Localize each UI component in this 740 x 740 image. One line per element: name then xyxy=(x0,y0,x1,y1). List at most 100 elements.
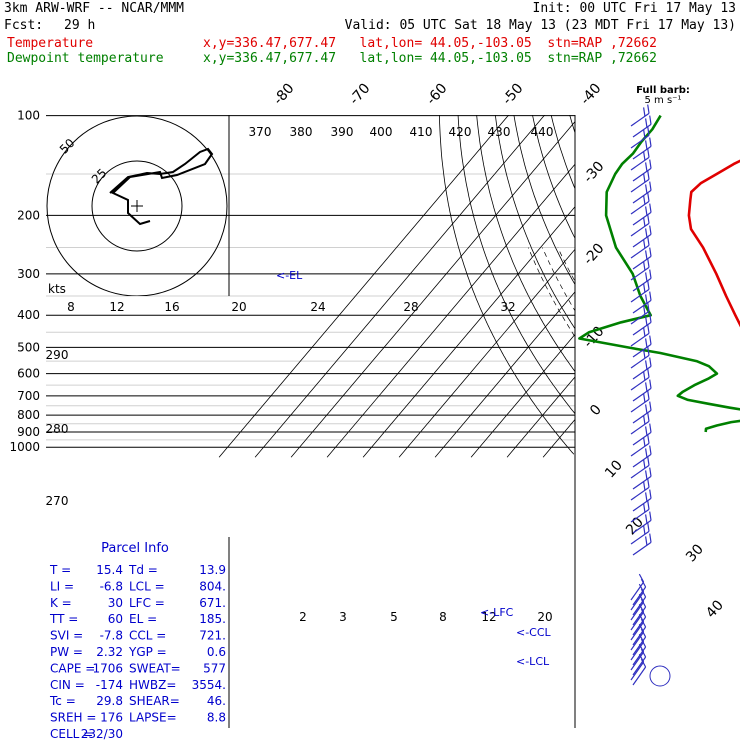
parcel-field-value: 46. xyxy=(207,694,226,708)
wind-barb xyxy=(632,423,652,446)
wind-barb xyxy=(632,137,652,160)
parcel-field-value: 804. xyxy=(199,579,226,593)
theta-label: 270 xyxy=(46,494,69,508)
theta-label: 430 xyxy=(488,125,511,139)
dry-adiabat xyxy=(623,108,740,454)
isotherm-line xyxy=(651,106,740,458)
isotherm-label: 30 xyxy=(683,541,707,565)
parcel-field-value: 721. xyxy=(199,629,226,643)
parcel-field-label: EL = xyxy=(129,612,157,626)
temperature-legend-label: Temperature xyxy=(7,36,94,51)
hodograph-ring-label: 25 xyxy=(89,166,110,187)
parcel-field-label: LAPSE= xyxy=(129,711,177,725)
plot-area xyxy=(46,106,740,458)
moist-adiabat xyxy=(644,248,737,448)
forecast-hour-value: 29 h xyxy=(64,18,96,33)
dry-adiabat xyxy=(586,108,740,454)
wind-barb xyxy=(632,181,652,204)
parcel-field-label: CELL = xyxy=(50,727,93,740)
theta-label: 420 xyxy=(449,125,472,139)
parcel-field-label: LFC = xyxy=(129,596,165,610)
parcel-field-label: SHEAR= xyxy=(129,694,180,708)
wind-barb xyxy=(632,511,652,534)
isotherm-line xyxy=(723,106,740,458)
wind-barb xyxy=(632,269,652,292)
barb-scale-label: Full barb: xyxy=(636,85,690,96)
isotherm-label: 10 xyxy=(602,457,626,481)
wind-barb xyxy=(630,192,650,215)
isotherm-line xyxy=(218,115,510,458)
wind-barb xyxy=(630,653,645,681)
wind-barb xyxy=(632,578,647,606)
wind-barb xyxy=(632,357,652,380)
wind-barb xyxy=(632,225,652,248)
parcel-field-value: -174 xyxy=(96,678,123,692)
sounding-traces: <-EL <-LFC<-CCL <-LCL xyxy=(276,114,740,668)
hodograph-speed-unit: kts xyxy=(48,282,66,296)
isotherm-label: -30 xyxy=(580,158,607,186)
parcel-field-value: 13.9 xyxy=(199,563,226,577)
wind-barb xyxy=(632,291,652,314)
moist-adiabat xyxy=(712,248,740,448)
wind-barbs: Full barb:5 m s⁻¹ xyxy=(630,85,690,687)
pressure-tick-label: 200 xyxy=(17,208,40,222)
theta-label: 370 xyxy=(249,125,272,139)
wind-barb xyxy=(630,390,650,413)
wind-barb xyxy=(630,280,650,303)
dewpoint-location: x,y=336.47,677.47 lat,lon= 44.05,-103.05… xyxy=(203,51,657,66)
parcel-field-value: 577 xyxy=(203,661,226,675)
pressure-tick-label: 1000 xyxy=(9,440,40,454)
wind-barb xyxy=(632,335,652,358)
wind-barb xyxy=(632,658,647,686)
barb-scale-sublabel: 5 m s⁻¹ xyxy=(645,95,682,106)
init-time: Init: 00 UTC Fri 17 May 13 xyxy=(532,1,737,16)
isotherm-label: -20 xyxy=(580,240,607,268)
mixing-ratio-label: 8 xyxy=(439,610,447,624)
parcel-field-value: 30 xyxy=(108,596,123,610)
wind-barb xyxy=(630,603,645,631)
wind-barb xyxy=(632,533,652,556)
parcel-panel-bg xyxy=(46,537,229,728)
wind-barb xyxy=(630,236,650,259)
pressure-tick-label: 900 xyxy=(17,425,40,439)
wind-barb xyxy=(630,126,650,149)
wind-barb xyxy=(630,593,645,621)
hodograph-ring-label: 50 xyxy=(57,136,78,157)
wind-barb xyxy=(630,104,650,127)
parcel-info-title: Parcel Info xyxy=(101,541,169,556)
wind-barb xyxy=(632,203,652,226)
hodograph-speed-tick: 20 xyxy=(231,300,246,314)
dry-adiabat xyxy=(678,108,740,454)
parcel-field-value: 1706 xyxy=(92,661,123,675)
hodograph-speed-tick: 32 xyxy=(500,300,515,314)
theta-label: 380 xyxy=(290,125,313,139)
moist-adiabat xyxy=(676,248,740,448)
wind-barb xyxy=(632,159,652,182)
wind-barb xyxy=(630,573,645,601)
parcel-field-label: CAPE = xyxy=(50,661,95,675)
isotherm-line xyxy=(362,206,575,458)
hodograph-speed-tick: 12 xyxy=(109,300,124,314)
wind-barb xyxy=(632,489,652,512)
isotherm-label: -40 xyxy=(577,80,604,108)
mixing-ratio-line xyxy=(725,374,740,448)
wind-barb xyxy=(630,258,650,281)
parcel-field-label: CIN = xyxy=(50,678,85,692)
pressure-tick-label: 800 xyxy=(17,408,40,422)
wind-barb xyxy=(632,648,647,676)
isotherm-line xyxy=(254,115,546,458)
isotherm-line xyxy=(290,121,575,458)
theta-label: 390 xyxy=(331,125,354,139)
hodograph-trace xyxy=(109,147,214,226)
pressure-tick-label: 100 xyxy=(17,109,40,123)
dry-adiabat xyxy=(641,108,740,454)
mixing-ratio-line xyxy=(701,374,740,448)
parcel-field-label: HWBZ= xyxy=(129,678,176,692)
wind-barb xyxy=(630,643,645,671)
wind-barb xyxy=(630,324,650,347)
parcel-field-label: TT = xyxy=(49,612,78,626)
parcel-field-label: Td = xyxy=(128,563,158,577)
parcel-field-value: 2.32 xyxy=(96,645,123,659)
parcel-field-label: T = xyxy=(49,563,71,577)
wind-barb xyxy=(632,379,652,402)
